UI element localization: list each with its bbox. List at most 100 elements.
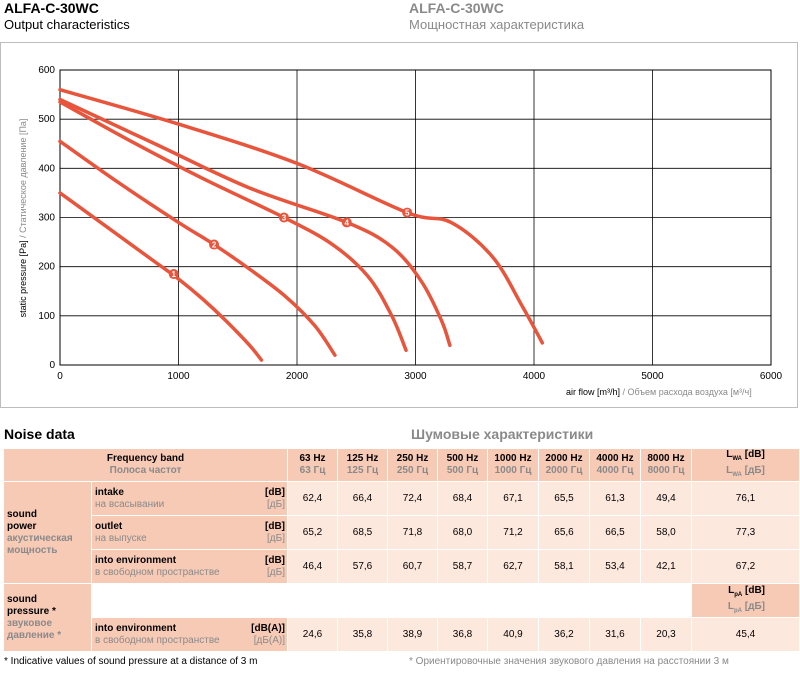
x-axis-title: air flow [m³/h] / Объем расхода воздуха … [566,387,752,397]
noise-title-en: Noise data [4,426,75,442]
table-cell: 71,8 [387,515,438,550]
table-row: into environment [dB] в свободном простра… [4,549,800,584]
x-tick-label: 0 [57,371,63,382]
y-tick-label: 100 [38,311,55,322]
table-cell: 66,4 [337,481,388,516]
x-axis-title-ru: / Объем расхода воздуха [м³/ч] [622,387,752,397]
table-cell: 62,7 [487,549,539,584]
subtitle-en: Output characteristics [4,17,130,32]
table-cell: 35,8 [337,617,388,652]
total-cell: 77,3 [691,515,800,550]
table-cell: 66,5 [589,515,641,550]
table-cell: 58,0 [640,515,692,550]
x-tick-label: 2000 [286,371,309,382]
table-cell: 20,3 [640,617,692,652]
freq-header: 250 Hz 250 Гц [387,448,438,482]
table-cell: 65,6 [538,515,590,550]
series-label-5: 5 [405,209,410,218]
row-label-pressure-environment: into environment [dB(A)] в свободном прос… [91,617,288,652]
sound-power-label: sound power акустическая мощность [3,481,92,584]
table-cell: 68,5 [337,515,388,550]
freq-header: 500 Hz 500 Гц [437,448,488,482]
title-en: ALFA-C-30WC [4,0,99,16]
series-line-3 [58,100,408,352]
total-cell: 67,2 [691,549,800,584]
sound-pressure-label: sound pressure * звуковое давление * [3,583,92,652]
total-cell: 45,4 [691,617,800,652]
x-tick-label: 5000 [641,371,664,382]
table-cell: 62,4 [287,481,338,516]
series-label-2: 2 [212,241,217,250]
y-tick-label: 500 [38,114,55,125]
series-line-5 [58,87,545,345]
chart-frame [0,42,798,408]
x-tick-label: 3000 [404,371,427,382]
table-cell: 36,2 [538,617,590,652]
series-label-3: 3 [282,214,287,223]
x-tick-label: 6000 [760,371,783,382]
series-marker-4 [341,217,352,228]
series-label-1: 1 [172,270,177,279]
table-cell: 49,4 [640,481,692,516]
total-cell: 76,1 [691,481,800,516]
table-cell: 42,1 [640,549,692,584]
table-cell: 24,6 [287,617,338,652]
table-cell: 58,7 [437,549,488,584]
header-row: Frequency band Полоса частот 63 Hz 63 Гц … [3,448,800,482]
freq-header: 63 Hz 63 Гц [287,448,338,482]
row-label-outlet: outlet [dB] на выпуске [дБ] [91,515,288,550]
lwa-header: LWA [dB] LWA [дБ] [691,448,800,482]
table-cell: 57,6 [337,549,388,584]
table-cell: 67,1 [487,481,539,516]
y-tick-label: 600 [38,65,55,76]
table-cell: 68,0 [437,515,488,550]
frequency-band-header: Frequency band Полоса частот [3,448,288,482]
table-cell: 36,8 [437,617,488,652]
table-cell: 38,9 [387,617,438,652]
table-row: into environment [dB(A)] в свободном прос… [4,617,800,652]
series-marker-3 [278,212,289,223]
series-line-2 [58,139,337,357]
table-cell: 53,4 [589,549,641,584]
table-cell: 60,7 [387,549,438,584]
table-cell: 40,9 [487,617,539,652]
table-cell: 46,4 [287,549,338,584]
noise-title-ru: Шумовые характеристики [411,426,594,442]
freq-header: 8000 Hz 8000 Гц [640,448,692,482]
title-ru: ALFA-C-30WC [409,0,504,16]
lpa-header: LpA [dB] LpA [дБ] [691,583,800,618]
table-cell: 65,5 [538,481,590,516]
frequency-band-ru: Полоса частот [109,465,182,476]
series-label-4: 4 [345,218,350,227]
freq-header: 4000 Hz 4000 Гц [589,448,641,482]
y-tick-label: 0 [49,360,55,371]
series-marker-1 [168,269,179,280]
footnote-en: * Indicative values of sound pressure at… [4,656,258,667]
series-line-1 [58,191,264,362]
frequency-band-en: Frequency band [106,453,185,464]
table-cell: 71,2 [487,515,539,550]
table-cell: 65,2 [287,515,338,550]
series-marker-2 [209,239,220,250]
table-cell: 68,4 [437,481,488,516]
y-tick-label: 400 [38,163,55,174]
freq-header: 1000 Hz 1000 Гц [487,448,539,482]
table-row: sound power акустическая мощность intake… [3,481,800,584]
row-label-intake: intake [dB] на всасывании [дБ] [91,481,288,516]
y-tick-label: 300 [38,213,55,224]
table-cell: 61,3 [589,481,641,516]
row-label-environment: into environment [dB] в свободном простра… [91,549,288,584]
x-tick-label: 1000 [167,371,190,382]
y-tick-label: 200 [38,262,55,273]
table-cell: 31,6 [589,617,641,652]
table-row: outlet [dB] на выпуске [дБ] 65,2 68,5 71,8… [4,515,800,550]
lpa-header-row: sound pressure * звуковое давление * LpA… [3,583,800,652]
table-cell: 72,4 [387,481,438,516]
footnote-ru: * Ориентировочные значения звукового дав… [409,656,729,667]
freq-header: 125 Hz 125 Гц [337,448,388,482]
x-axis-title-en: air flow [m³/h] [566,387,621,397]
noise-table: Frequency band Полоса частот 63 Hz 63 Гц … [3,448,800,652]
series-marker-5 [402,207,413,218]
x-tick-label: 4000 [523,371,546,382]
